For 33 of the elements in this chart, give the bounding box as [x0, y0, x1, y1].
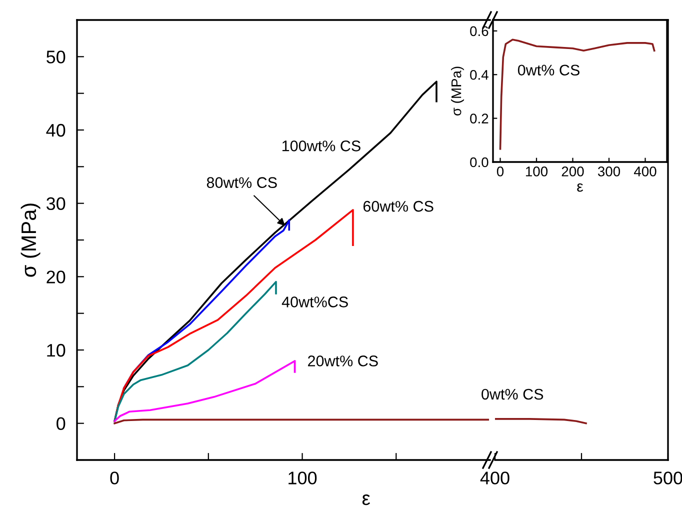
x-tick-label: 400 — [480, 472, 510, 484]
x-axis-title: ε — [577, 183, 584, 192]
y-tick-label: 0.2 — [470, 114, 488, 124]
x-tick-label: 0 — [110, 472, 119, 484]
y-axis-title: σ (MPa) — [451, 66, 464, 116]
x-tick-label: 100 — [526, 166, 548, 176]
x-tick-label: 500 — [654, 472, 682, 484]
y-tick-label: 30 — [46, 197, 66, 210]
line-series — [114, 280, 277, 422]
y-tick-label: 0.6 — [470, 26, 488, 36]
x-tick-label: 200 — [562, 166, 584, 176]
line-series — [499, 38, 656, 150]
x-tick-label: 300 — [598, 166, 620, 176]
series-label: 100wt% CS — [282, 140, 360, 152]
series-label: 60wt% CS — [363, 200, 434, 212]
text: 80wt% CS — [206, 177, 277, 188]
x-tick-label: 400 — [634, 166, 656, 176]
y-tick-label: 50 — [46, 50, 66, 64]
x-axis-title: ε — [362, 494, 370, 506]
y-tick-label: 0.4 — [470, 70, 488, 80]
y-tick-label: 10 — [47, 344, 66, 357]
x-tick-label: 0 — [496, 166, 504, 176]
series-label: 0wt% CS — [482, 388, 544, 400]
series-label: 20wt% CS — [308, 356, 378, 366]
y-tick-label: 20 — [46, 270, 66, 284]
x-tick-label: 100 — [288, 472, 317, 484]
series-label: 40wt%CS — [282, 296, 348, 308]
y-tick-label: 40 — [46, 124, 66, 137]
y-tick-label: 0.0 — [470, 157, 488, 168]
series-label: 0wt% CS — [518, 64, 580, 76]
line-series — [114, 360, 296, 422]
y-axis-title: σ (MPa) — [20, 204, 40, 277]
y-tick-label: 0 — [56, 417, 66, 430]
